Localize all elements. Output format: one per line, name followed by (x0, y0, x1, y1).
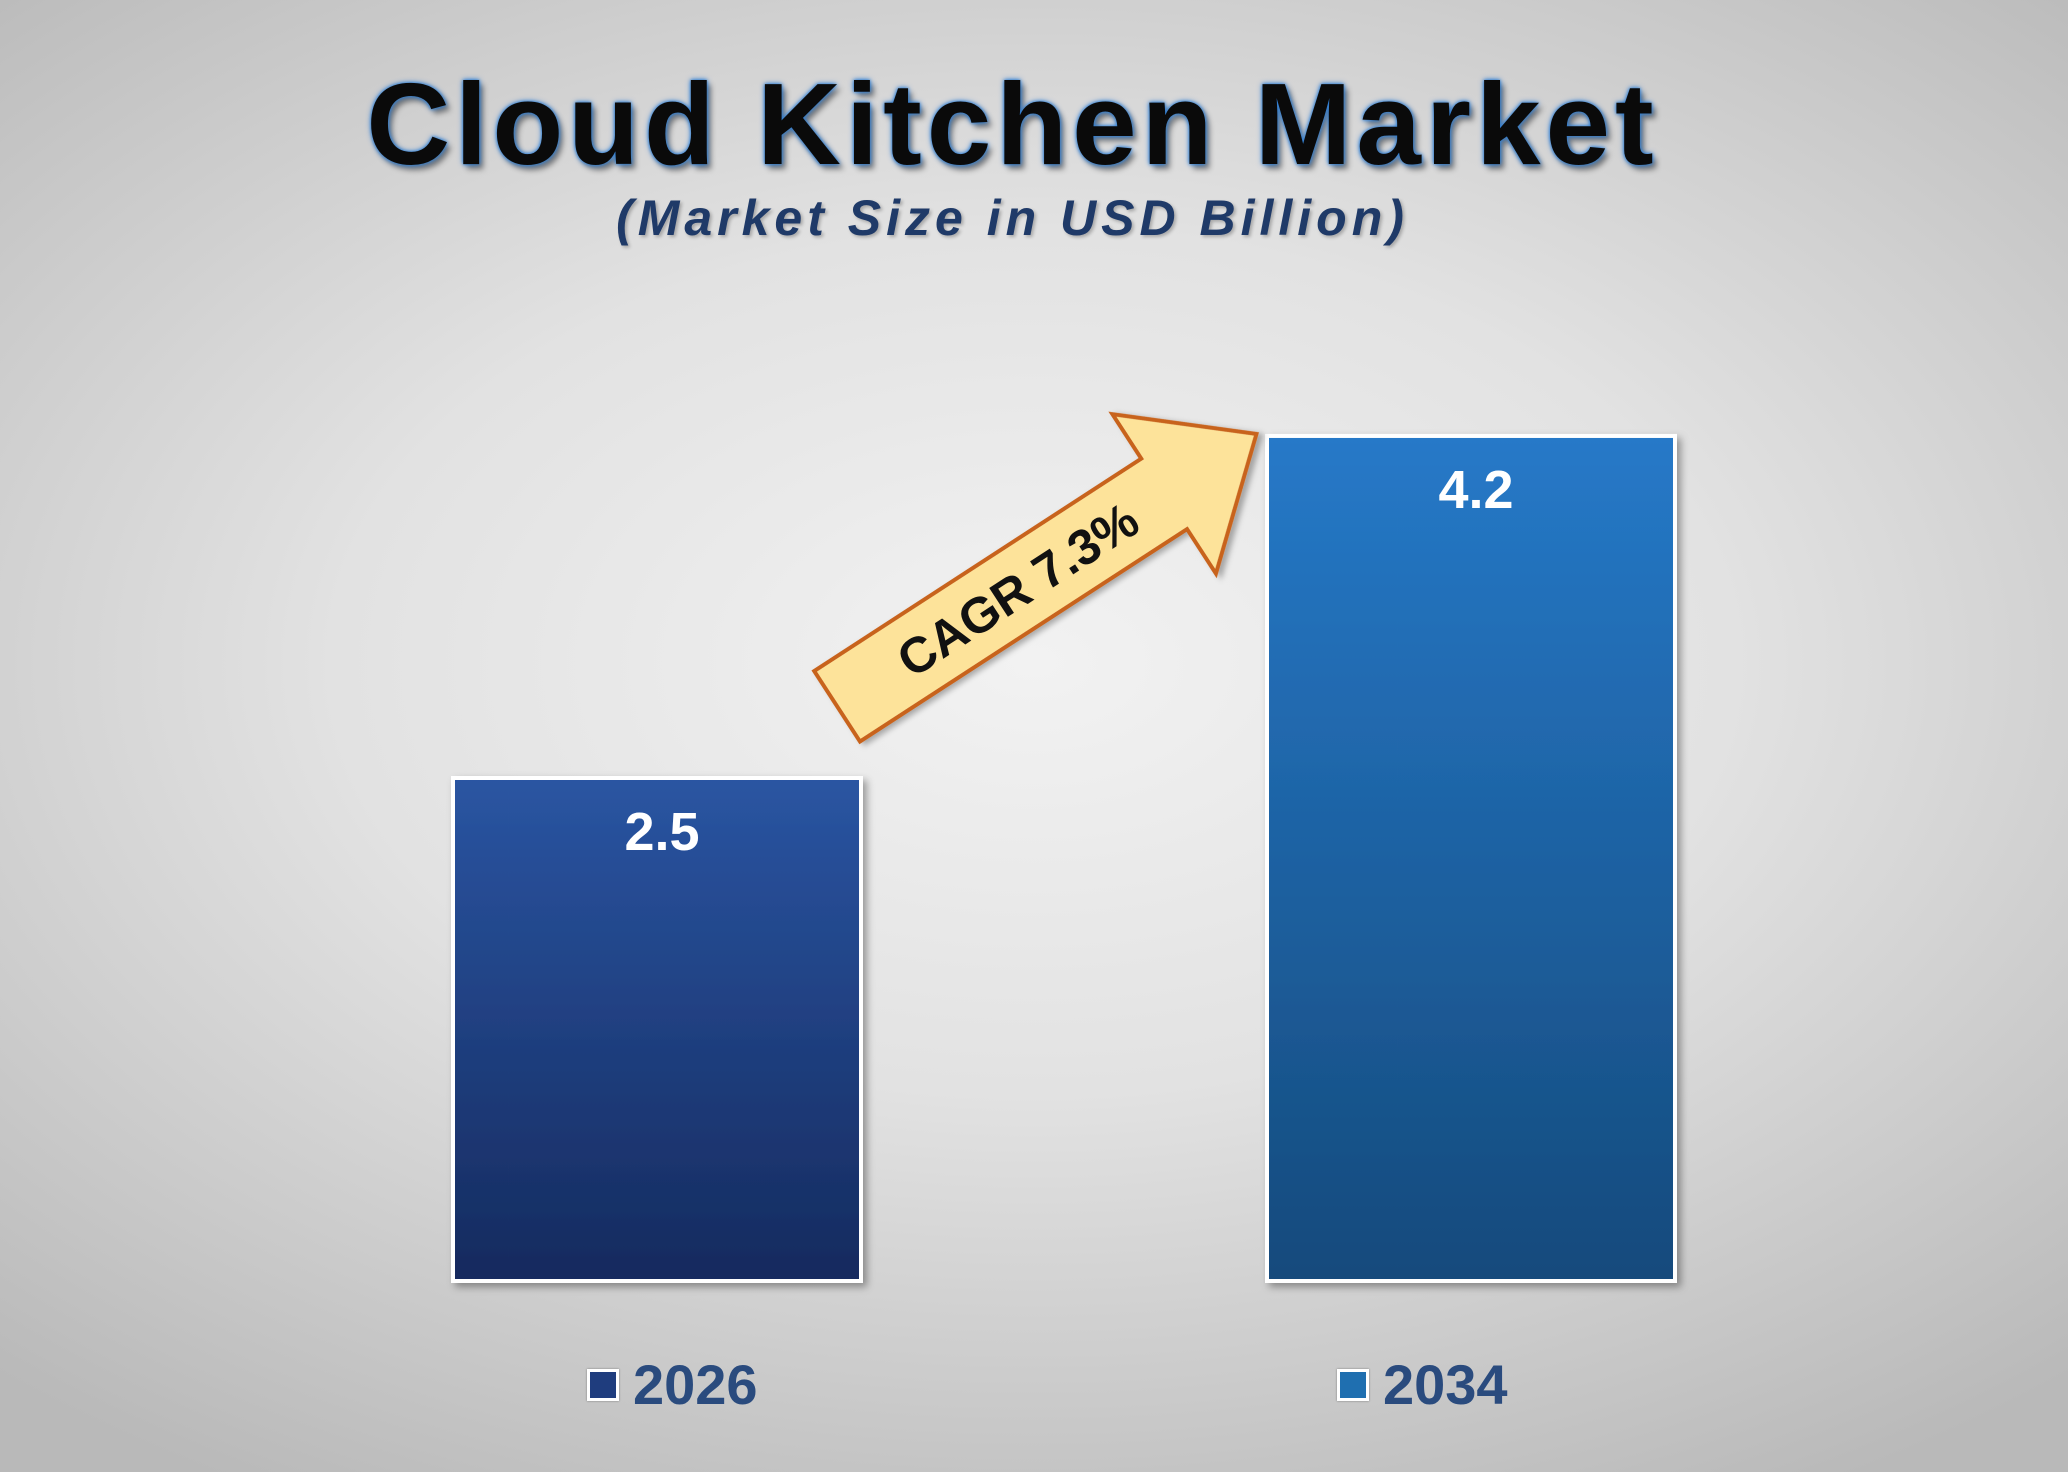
bars-layer: 2.5 4.2 (451, 433, 1677, 1283)
legend-label-2034: 2034 (1383, 1353, 1508, 1416)
legend-label-2026: 2026 (633, 1353, 758, 1416)
cagr-arrow: CAGR 7.3% (811, 411, 1260, 745)
chart-title: Cloud Kitchen Market (366, 59, 1659, 189)
bar-2026 (451, 776, 863, 1283)
cagr-arrow-shape (811, 411, 1260, 745)
legend-swatch-2034 (1337, 1368, 1369, 1401)
bar-2034 (1265, 433, 1677, 1283)
chart-subtitle: (Market Size in USD Billion) (616, 190, 1409, 246)
bar-value-label-2034: 4.2 (1438, 460, 1513, 520)
cagr-label: CAGR 7.3% (887, 492, 1148, 689)
legend-item-2026: 2026 (587, 1352, 758, 1417)
legend-swatch-2026 (587, 1368, 619, 1401)
bar-value-label-2026: 2.5 (624, 802, 699, 862)
legend-item-2034: 2034 (1337, 1352, 1508, 1417)
